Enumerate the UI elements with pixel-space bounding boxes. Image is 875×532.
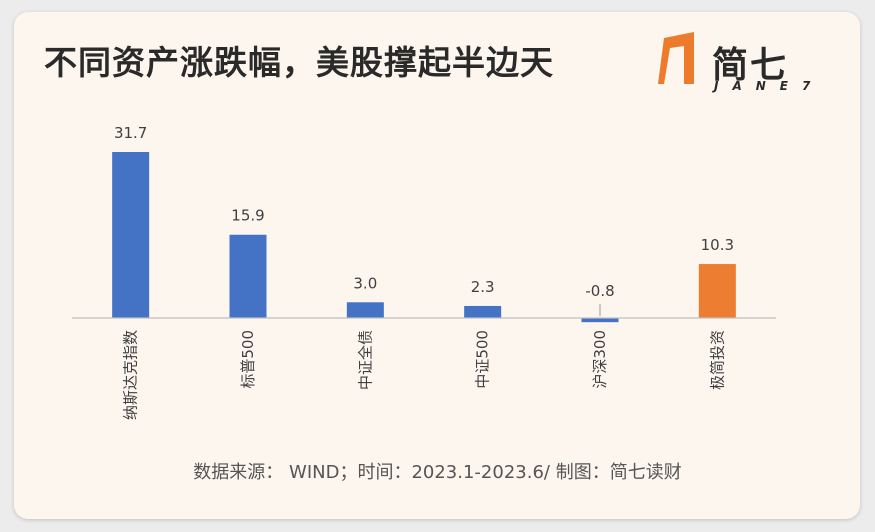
logo-mark-icon [658, 32, 694, 84]
logo-name: 简七 [712, 45, 789, 86]
category-label: 沪深300 [591, 330, 609, 389]
category-label: 中证全债 [356, 330, 374, 390]
category-label: 标普500 [239, 330, 257, 389]
bar [581, 318, 619, 323]
bar [698, 264, 736, 318]
source-note: 数据来源： WIND；时间：2023.1-2023.6/ 制图：简七读财 [193, 462, 682, 483]
data-label: 3.0 [353, 274, 377, 292]
bar [346, 302, 384, 318]
bar [229, 234, 267, 318]
data-label: 31.7 [114, 124, 147, 142]
brand-logo: 简七 JANE7 [654, 26, 824, 96]
category-label: 纳斯达克指数 [122, 330, 140, 420]
category-label: 极简投资 [708, 330, 726, 390]
data-label: 10.3 [701, 236, 734, 254]
category-label: 中证500 [474, 330, 492, 389]
data-label: 2.3 [471, 278, 495, 296]
logo-subtitle: JANE7 [714, 79, 825, 93]
page-title: 不同资产涨跌幅，美股撑起半边天 [44, 43, 554, 82]
data-label: -0.8 [585, 282, 614, 300]
bar [112, 152, 150, 318]
bar [464, 305, 502, 318]
data-label: 15.9 [231, 207, 264, 225]
